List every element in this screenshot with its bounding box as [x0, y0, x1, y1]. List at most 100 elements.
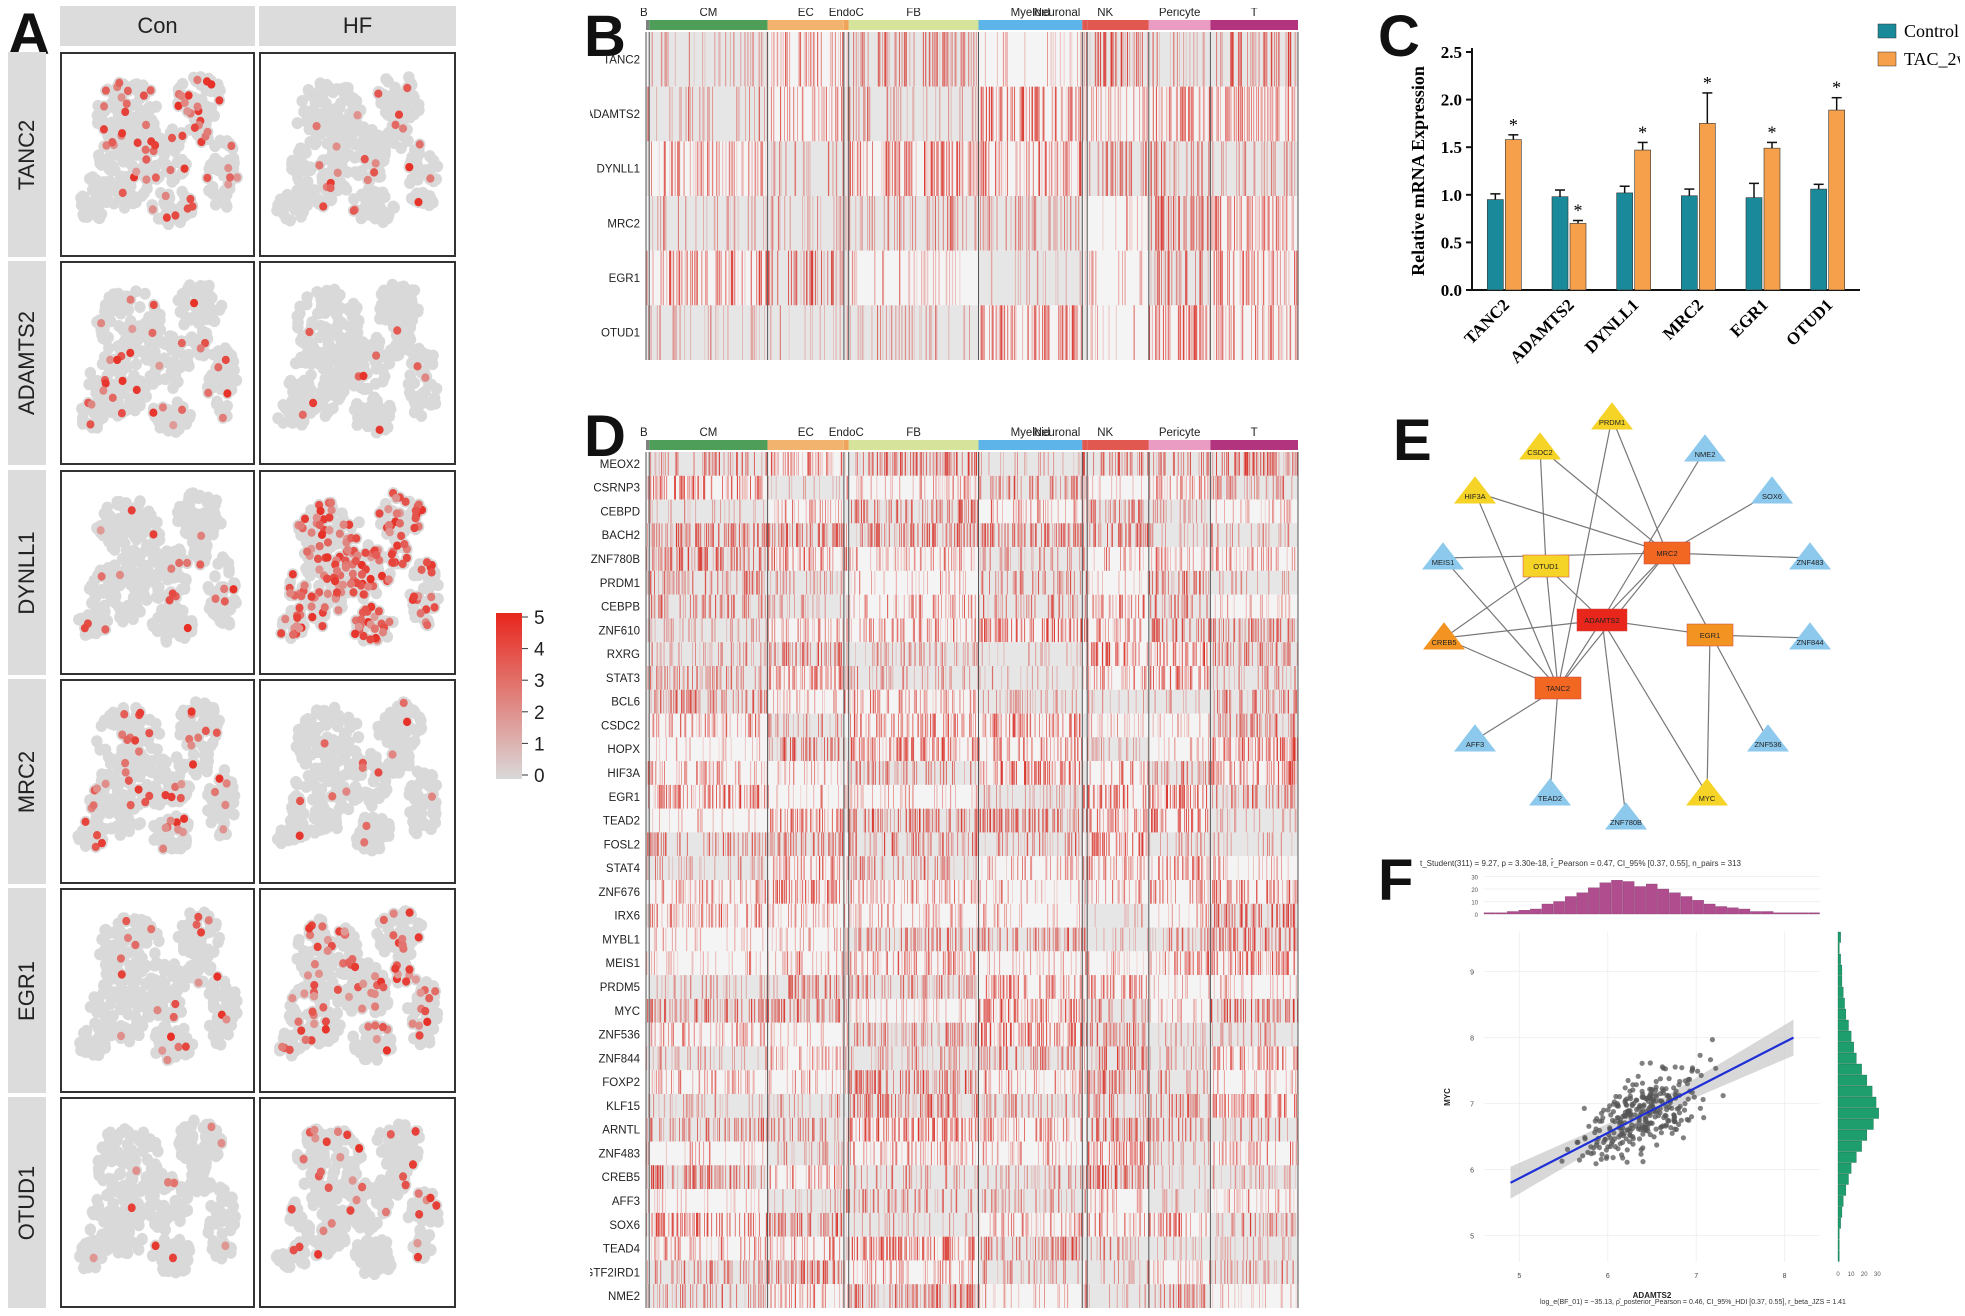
cell-point [401, 511, 414, 524]
expressing-cell-point [80, 623, 89, 633]
cell-point [204, 1143, 217, 1157]
cell-point [115, 307, 127, 320]
expressing-cell-point [370, 612, 379, 622]
expressing-cell-point [320, 739, 329, 748]
gene-strip-dynll1: DYNLL1 [8, 470, 46, 675]
expressing-cell-point [86, 420, 95, 429]
cell-point [123, 1035, 136, 1048]
cell-point [96, 328, 108, 341]
expressing-cell-point [180, 814, 189, 824]
expressing-cell-point [149, 530, 158, 539]
tsne-canvas [72, 696, 241, 855]
tsne-canvas [76, 279, 243, 438]
cell-point [91, 1193, 103, 1207]
cell-point [99, 823, 111, 836]
expressing-cell-point [220, 597, 229, 606]
cell-point [174, 500, 186, 513]
cell-point [153, 727, 166, 740]
expressing-cell-point [341, 563, 350, 572]
expressing-cell-point [430, 603, 439, 612]
expressing-cell-point [320, 603, 329, 612]
expressing-cell-point [417, 565, 426, 575]
cell-point [149, 545, 162, 558]
expressing-cell-point [348, 955, 357, 964]
expressing-cell-point [212, 728, 221, 737]
gene-strip-adamts2: ADAMTS2 [8, 261, 46, 465]
expressing-cell-point [292, 622, 301, 631]
expressing-cell-point [330, 576, 340, 586]
cell-point [347, 92, 360, 105]
cell-point [159, 976, 171, 989]
cell-point [202, 788, 214, 801]
cell-point [138, 962, 150, 975]
expressing-cell-point [118, 730, 127, 739]
cell-point [177, 298, 190, 311]
tsne-plot-adamts2-con [60, 261, 255, 465]
expressing-cell-point [413, 362, 422, 371]
expressing-cell-point [142, 120, 151, 130]
expressing-cell-point [378, 1022, 388, 1032]
expressing-cell-point [305, 924, 314, 933]
cell-point [133, 1218, 145, 1232]
cell-point [333, 319, 345, 332]
cell-point [125, 723, 137, 736]
expressing-cell-point [121, 768, 130, 777]
expressing-cell-point [219, 825, 228, 834]
expressing-cell-point [352, 534, 361, 543]
expressing-cell-point [415, 1021, 424, 1030]
cell-point [220, 188, 233, 202]
cell-point [210, 917, 222, 930]
expressing-cell-point [194, 912, 203, 922]
cell-point [136, 936, 149, 949]
expressing-cell-point [389, 909, 398, 918]
cell-point [150, 717, 162, 730]
cell-point [314, 319, 327, 332]
expressing-cell-point [371, 1002, 380, 1011]
cell-point [104, 757, 117, 770]
expressing-cell-point [141, 797, 150, 807]
expressing-cell-point [359, 979, 368, 989]
expressing-cell-point [392, 493, 401, 503]
cell-point [105, 1018, 117, 1031]
cell-point [173, 1200, 186, 1214]
cell-point [115, 607, 127, 620]
cell-point [376, 363, 389, 376]
cell-point [217, 1193, 230, 1207]
expressing-cell-point [102, 141, 111, 150]
cell-point [377, 305, 390, 317]
expressing-cell-point [353, 110, 362, 120]
expressing-cell-point [159, 844, 168, 853]
expressing-cell-point [147, 924, 156, 934]
expressing-cell-point [301, 1035, 310, 1045]
cell-point [316, 709, 328, 722]
cell-point [286, 378, 298, 391]
cell-point [380, 73, 392, 86]
expressing-cell-point [93, 831, 102, 840]
expressing-cell-point [233, 173, 242, 182]
cell-point [79, 1237, 92, 1251]
expressing-cell-point [342, 787, 351, 796]
cell-point [138, 589, 151, 602]
expressing-cell-point [411, 506, 420, 515]
expressing-cell-point [312, 121, 321, 131]
expressing-cell-point [313, 942, 322, 952]
cell-point [180, 311, 192, 324]
cell-point [209, 570, 221, 583]
cell-point [411, 187, 423, 200]
expressing-cell-point [389, 931, 398, 940]
cell-point [196, 1143, 208, 1156]
cell-point [325, 288, 338, 301]
cell-point [104, 510, 116, 523]
cell-point [171, 984, 184, 997]
cell-point [160, 1206, 172, 1219]
expressing-cell-point [115, 78, 124, 88]
expressing-cell-point [327, 505, 336, 515]
cell-point [322, 1034, 335, 1047]
expressing-cell-point [360, 838, 369, 847]
expressing-cell-point [174, 101, 183, 111]
expressing-cell-point [399, 698, 408, 708]
condition-strip-con: Con [60, 6, 255, 46]
cell-point [310, 136, 322, 149]
expressing-cell-point [118, 376, 127, 386]
panel-letter-d: D [584, 404, 626, 469]
